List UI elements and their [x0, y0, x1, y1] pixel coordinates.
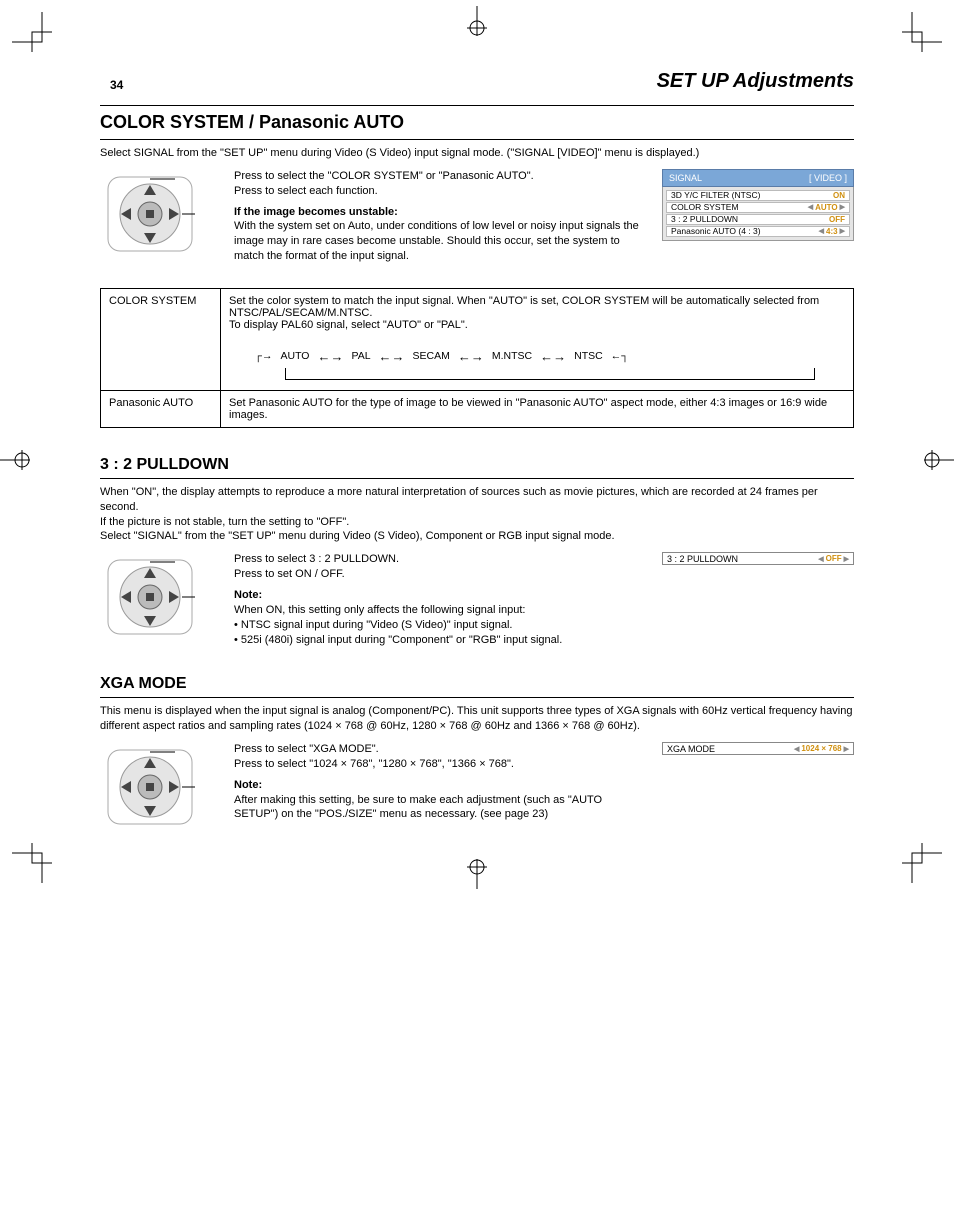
section1-notes-title: If the image becomes unstable: — [234, 206, 398, 218]
section2-intro: When "ON", the display attempts to repro… — [100, 485, 854, 544]
osd-row: Panasonic AUTO (4 : 3)◀4:3▶ — [666, 226, 850, 237]
table-desc: Set the color system to match the input … — [229, 295, 845, 331]
section1-notes-body: With the system set on Auto, under condi… — [234, 220, 639, 262]
osd-row: COLOR SYSTEM◀AUTO▶ — [666, 202, 850, 213]
section1-instructions: Press to select the "COLOR SYSTEM" or "P… — [234, 169, 644, 199]
remote-dpad-icon — [100, 742, 210, 835]
table-desc: Set Panasonic AUTO for the type of image… — [221, 390, 854, 427]
page-number: 34 — [110, 78, 123, 92]
section-title-xga: XGA MODE — [100, 675, 854, 698]
section3-intro: This menu is displayed when the input si… — [100, 704, 854, 734]
osd-title-left: SIGNAL — [669, 173, 702, 183]
section3-note-label: Note: — [234, 779, 262, 791]
section-title-color-system: COLOR SYSTEM / Panasonic AUTO — [100, 105, 854, 140]
section1-intro: Select SIGNAL from the "SET UP" menu dur… — [100, 146, 854, 161]
section2-note-body: When ON, this setting only affects the f… — [234, 604, 562, 646]
section-title-pulldown: 3 : 2 PULLDOWN — [100, 456, 854, 479]
color-system-flow: pad ┌→ AUTO←→ PAL←→ SECAM←→ M.NTSC←→ NTS… — [229, 349, 845, 364]
osd-signal-video: SIGNAL [ VIDEO ] 3D Y/C FILTER (NTSC)ON … — [662, 169, 854, 241]
section2-note-label: Note: — [234, 589, 262, 601]
table-label: Panasonic AUTO — [101, 390, 221, 427]
section3-note-body: After making this setting, be sure to ma… — [234, 794, 602, 821]
page-title: SET UP Adjustments — [100, 70, 854, 93]
osd-row: 3 : 2 PULLDOWNOFF — [666, 214, 850, 225]
osd-title-right: [ VIDEO ] — [809, 173, 847, 183]
osd-pulldown: 3 : 2 PULLDOWN◀OFF▶ — [662, 552, 854, 566]
remote-dpad-icon — [100, 169, 210, 262]
section2-instructions: Press to select 3 : 2 PULLDOWN. Press to… — [234, 552, 644, 582]
remote-dpad-icon — [100, 552, 210, 645]
osd-row: 3D Y/C FILTER (NTSC)ON — [666, 190, 850, 201]
color-system-table: COLOR SYSTEM Set the color system to mat… — [100, 288, 854, 428]
section3-instructions: Press to select "XGA MODE". Press to sel… — [234, 742, 644, 772]
table-label: COLOR SYSTEM — [101, 288, 221, 390]
osd-xga-mode: XGA MODE◀1024 × 768▶ — [662, 742, 854, 756]
